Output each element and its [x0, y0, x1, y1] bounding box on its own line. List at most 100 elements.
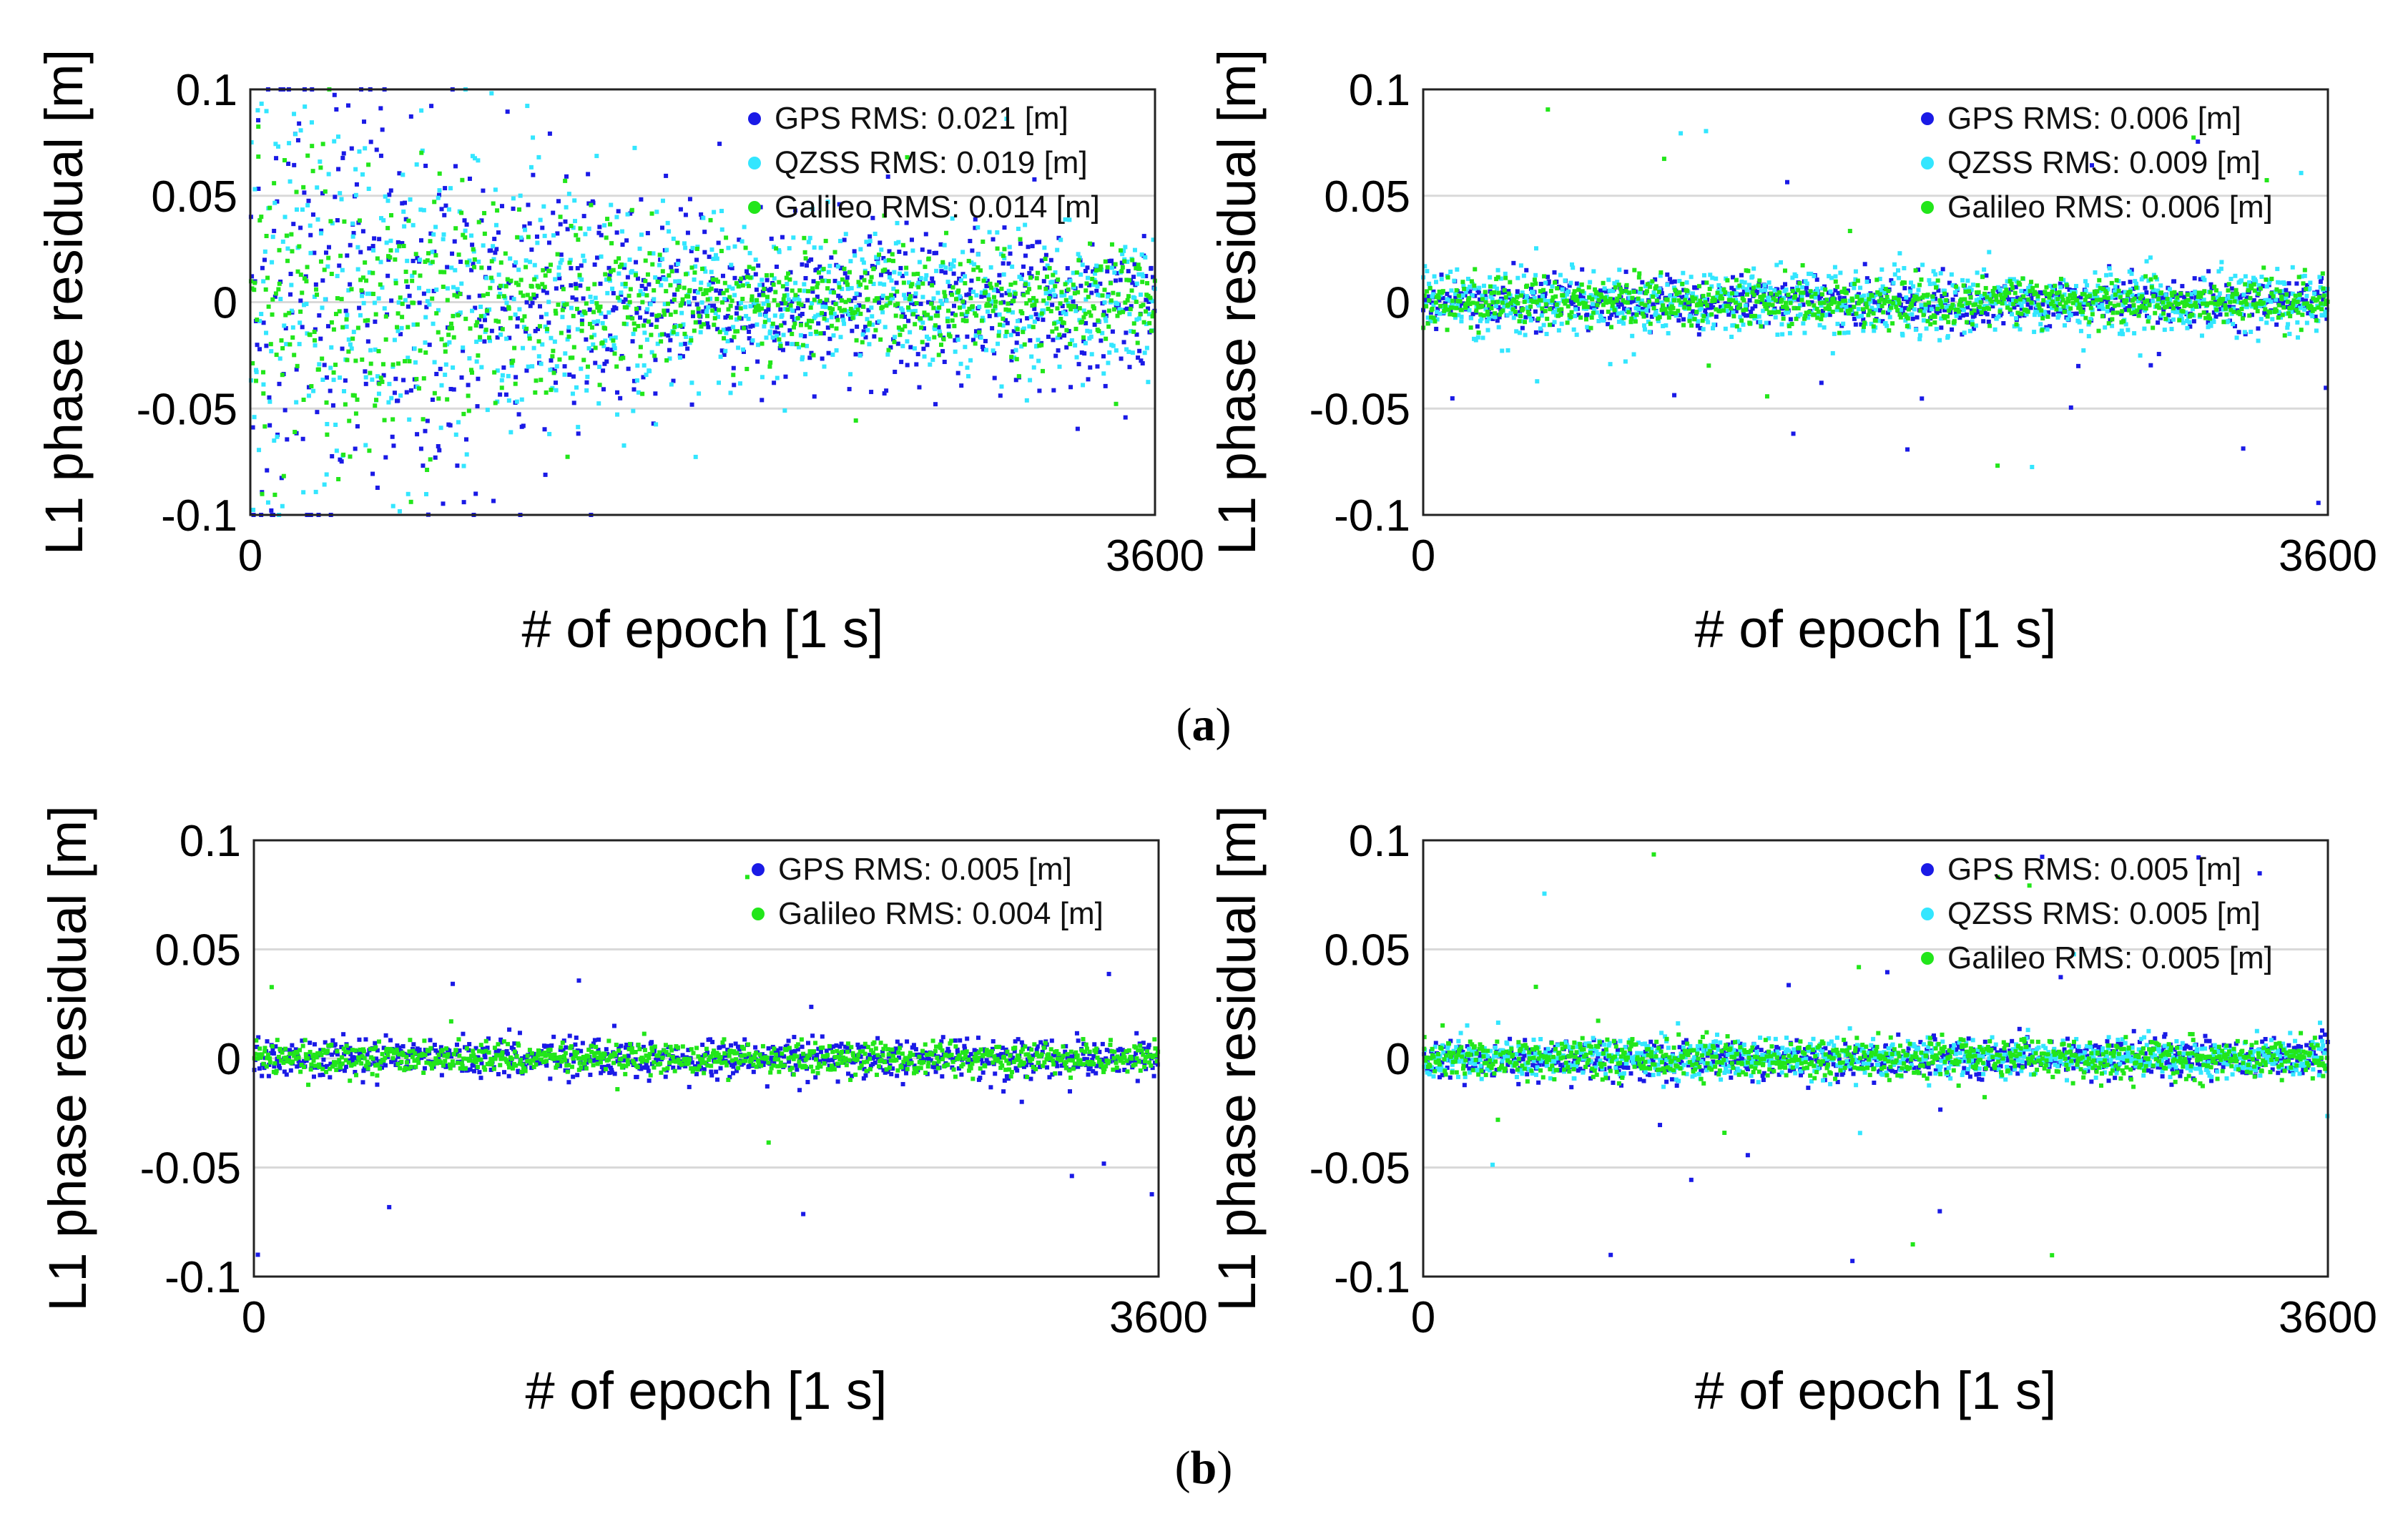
data-point: [640, 300, 645, 305]
data-point: [1545, 275, 1550, 280]
data-point: [1111, 290, 1116, 295]
data-point: [746, 316, 751, 321]
data-point: [1110, 265, 1115, 270]
data-point: [674, 268, 679, 273]
data-point: [575, 266, 580, 271]
legend-marker-gps: [748, 112, 761, 125]
data-point: [2029, 296, 2034, 301]
data-point: [1738, 315, 1743, 320]
data-point: [1023, 253, 1028, 258]
data-point: [705, 297, 710, 302]
data-point: [276, 144, 281, 149]
data-point: [2241, 446, 2246, 451]
data-point: [1058, 310, 1063, 315]
data-point: [338, 253, 343, 258]
data-point: [793, 280, 798, 285]
data-point: [2024, 312, 2029, 317]
data-point: [2045, 327, 2050, 332]
data-point: [1008, 251, 1013, 256]
data-point: [777, 280, 782, 285]
data-point: [393, 376, 398, 381]
data-point: [788, 270, 793, 275]
data-point: [554, 286, 559, 291]
data-point: [902, 314, 907, 319]
data-point: [371, 248, 376, 253]
data-point: [2086, 322, 2091, 327]
data-point: [574, 286, 579, 291]
data-point: [2227, 305, 2232, 310]
data-point: [681, 322, 686, 327]
data-point: [1479, 316, 1484, 321]
data-point: [628, 287, 633, 292]
data-point: [976, 277, 981, 282]
data-point: [840, 277, 845, 282]
data-point: [970, 248, 975, 253]
data-point: [383, 314, 388, 319]
data-point: [252, 287, 257, 293]
data-point: [2103, 325, 2108, 330]
data-point: [1068, 385, 1073, 390]
data-point: [1119, 269, 1124, 274]
data-point: [436, 195, 441, 200]
data-point: [413, 252, 418, 257]
data-point: [877, 319, 882, 324]
data-point: [1557, 308, 1562, 313]
data-point: [543, 324, 548, 329]
data-point: [1813, 291, 1818, 296]
data-point: [629, 207, 634, 212]
data-point: [863, 325, 868, 330]
data-point: [693, 264, 698, 269]
data-point: [1465, 301, 1470, 306]
data-point: [1028, 275, 1033, 280]
data-point: [1475, 324, 1480, 329]
data-point: [1558, 313, 1563, 318]
data-point: [662, 312, 667, 317]
data-point: [1932, 296, 1937, 301]
data-point: [1908, 289, 1913, 294]
data-point: [1468, 285, 1473, 290]
data-point: [1543, 302, 1548, 307]
data-point: [1847, 298, 1852, 303]
data-point: [582, 258, 587, 263]
data-point: [1025, 290, 1030, 295]
data-point: [293, 132, 298, 137]
data-point: [1525, 310, 1530, 315]
data-point: [290, 335, 295, 340]
data-point: [579, 318, 584, 323]
data-point: [1047, 266, 1052, 271]
data-point: [1057, 364, 1062, 369]
data-point: [698, 330, 703, 335]
data-point: [322, 363, 327, 368]
data-point: [700, 266, 705, 271]
data-point: [1614, 313, 1619, 318]
data-point: [360, 172, 365, 177]
data-point: [1960, 332, 1965, 337]
data-point: [637, 305, 642, 310]
data-point: [507, 335, 512, 340]
data-point: [300, 207, 305, 212]
data-point: [415, 255, 420, 260]
data-point: [346, 287, 351, 293]
data-point: [1813, 295, 1818, 300]
data-point: [1068, 278, 1073, 283]
data-point: [889, 278, 894, 283]
data-point: [805, 263, 810, 268]
data-point: [1677, 290, 1682, 295]
data-point: [589, 299, 594, 304]
data-point: [1696, 332, 1701, 337]
data-point: [694, 257, 699, 262]
data-point: [267, 205, 272, 210]
data-point: [1024, 398, 1029, 403]
data-point: [1036, 338, 1041, 343]
data-point: [594, 154, 599, 159]
data-point: [373, 403, 378, 408]
data-point: [1734, 324, 1739, 329]
data-point: [1141, 274, 1146, 279]
data-point: [264, 330, 269, 335]
data-point: [441, 237, 446, 242]
data-point: [907, 297, 912, 302]
data-point: [549, 335, 554, 340]
data-point: [547, 431, 552, 436]
data-point: [392, 390, 397, 395]
data-point: [898, 333, 903, 338]
